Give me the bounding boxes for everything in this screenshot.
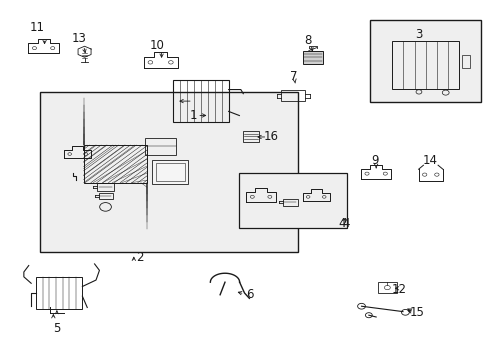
Text: 7: 7 xyxy=(289,69,296,82)
Text: 11: 11 xyxy=(30,21,45,34)
Bar xyxy=(391,41,458,89)
Bar xyxy=(156,163,184,181)
Bar xyxy=(98,193,112,199)
Text: 9: 9 xyxy=(371,154,378,167)
Text: 3: 3 xyxy=(414,28,422,41)
Bar xyxy=(83,145,147,183)
Text: 4: 4 xyxy=(338,216,345,230)
Bar xyxy=(377,282,396,293)
Text: 10: 10 xyxy=(149,39,164,52)
Text: 14: 14 xyxy=(422,154,436,167)
Bar xyxy=(152,160,188,184)
Bar xyxy=(369,21,480,102)
Text: 15: 15 xyxy=(409,306,424,319)
Text: 2: 2 xyxy=(136,251,143,264)
Bar xyxy=(97,183,114,191)
Text: 13: 13 xyxy=(71,32,86,45)
Bar xyxy=(40,92,298,252)
Bar xyxy=(144,138,176,155)
Text: 16: 16 xyxy=(264,130,278,144)
Text: 1: 1 xyxy=(189,109,197,122)
Text: 6: 6 xyxy=(245,288,253,301)
Bar xyxy=(242,131,259,141)
Text: 8: 8 xyxy=(304,33,311,47)
Bar xyxy=(461,55,469,68)
Bar xyxy=(36,277,82,309)
Text: 5: 5 xyxy=(53,322,61,335)
Bar xyxy=(282,199,298,206)
Text: 12: 12 xyxy=(391,283,406,296)
Text: 4: 4 xyxy=(341,216,349,230)
Bar xyxy=(281,90,305,101)
Bar xyxy=(302,50,323,64)
Bar xyxy=(238,173,346,228)
Bar xyxy=(172,81,228,122)
